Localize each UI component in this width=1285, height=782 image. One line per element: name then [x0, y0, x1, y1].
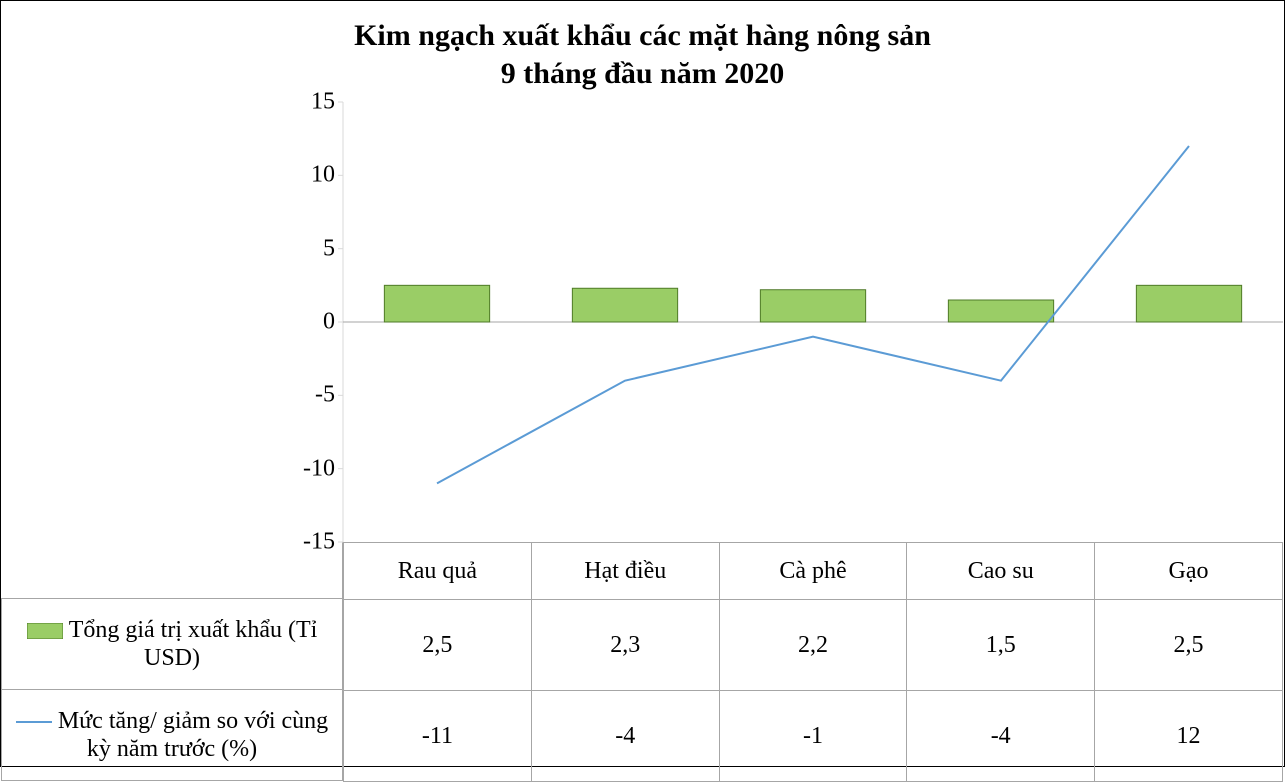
line-value-cell: -1: [719, 691, 907, 782]
y-tick-label: 0: [323, 309, 335, 336]
line-value-cell: 12: [1095, 691, 1283, 782]
chart-title-line2: 9 tháng đầu năm 2020: [501, 57, 784, 90]
y-tick-label: 10: [311, 162, 335, 189]
category-cell: Cao su: [907, 543, 1095, 600]
plot-row: -15-10-5051015: [1, 102, 1284, 542]
bar: [1136, 285, 1241, 322]
y-tick-label: -5: [315, 382, 335, 409]
chart-container: Kim ngạch xuất khẩu các mặt hàng nông sả…: [0, 0, 1285, 767]
bar: [384, 285, 489, 322]
data-table-right: Rau quảHạt điềuCà phêCao suGạo 2,52,32,2…: [343, 542, 1283, 782]
bar-value-cell: 2,2: [719, 600, 907, 691]
legend-bar-label: Tổng giá trị xuất khẩu (Tỉ USD): [69, 617, 318, 671]
bar-value-cell: 2,5: [344, 600, 532, 691]
bar-values-row: 2,52,32,21,52,5: [344, 600, 1283, 691]
legend-bar-cell: Tổng giá trị xuất khẩu (Tỉ USD): [2, 599, 343, 690]
plot-area: [343, 102, 1283, 542]
data-table-left: Tổng giá trị xuất khẩu (Tỉ USD) Mức tăng…: [1, 542, 343, 782]
chart-title-line1: Kim ngạch xuất khẩu các mặt hàng nông sả…: [354, 19, 931, 52]
legend-empty-cell: [2, 542, 343, 599]
line-swatch: [16, 714, 52, 730]
y-tick-label: -15: [303, 529, 335, 556]
values-table: Rau quảHạt điềuCà phêCao suGạo 2,52,32,2…: [343, 542, 1283, 782]
line-value-cell: -11: [344, 691, 532, 782]
plot-svg: [343, 102, 1283, 542]
y-tick-label: 5: [323, 235, 335, 262]
y-tick-label: 15: [311, 89, 335, 116]
y-tick-label: -10: [303, 455, 335, 482]
category-cell: Hạt điều: [531, 543, 719, 600]
line-value-cell: -4: [531, 691, 719, 782]
bar: [948, 300, 1053, 322]
bar-value-cell: 2,5: [1095, 600, 1283, 691]
legend-line-label: Mức tăng/ giảm so với cùng kỳ năm trước …: [58, 708, 328, 762]
bar-value-cell: 2,3: [531, 600, 719, 691]
category-cell: Rau quả: [344, 543, 532, 600]
plot-column: [343, 102, 1283, 542]
chart-title: Kim ngạch xuất khẩu các mặt hàng nông sả…: [1, 1, 1284, 92]
y-axis-column: -15-10-5051015: [1, 102, 343, 542]
line-value-cell: -4: [907, 691, 1095, 782]
category-cell: Cà phê: [719, 543, 907, 600]
bar-value-cell: 1,5: [907, 600, 1095, 691]
data-table-wrap: Tổng giá trị xuất khẩu (Tỉ USD) Mức tăng…: [1, 542, 1284, 782]
line-values-row: -11-4-1-412: [344, 691, 1283, 782]
bar: [760, 290, 865, 322]
bar: [572, 288, 677, 322]
legend-table: Tổng giá trị xuất khẩu (Tỉ USD) Mức tăng…: [1, 542, 343, 781]
category-cell: Gạo: [1095, 543, 1283, 600]
category-row: Rau quảHạt điềuCà phêCao suGạo: [344, 543, 1283, 600]
y-axis-area: -15-10-5051015: [1, 102, 343, 542]
bar-swatch: [27, 623, 63, 639]
